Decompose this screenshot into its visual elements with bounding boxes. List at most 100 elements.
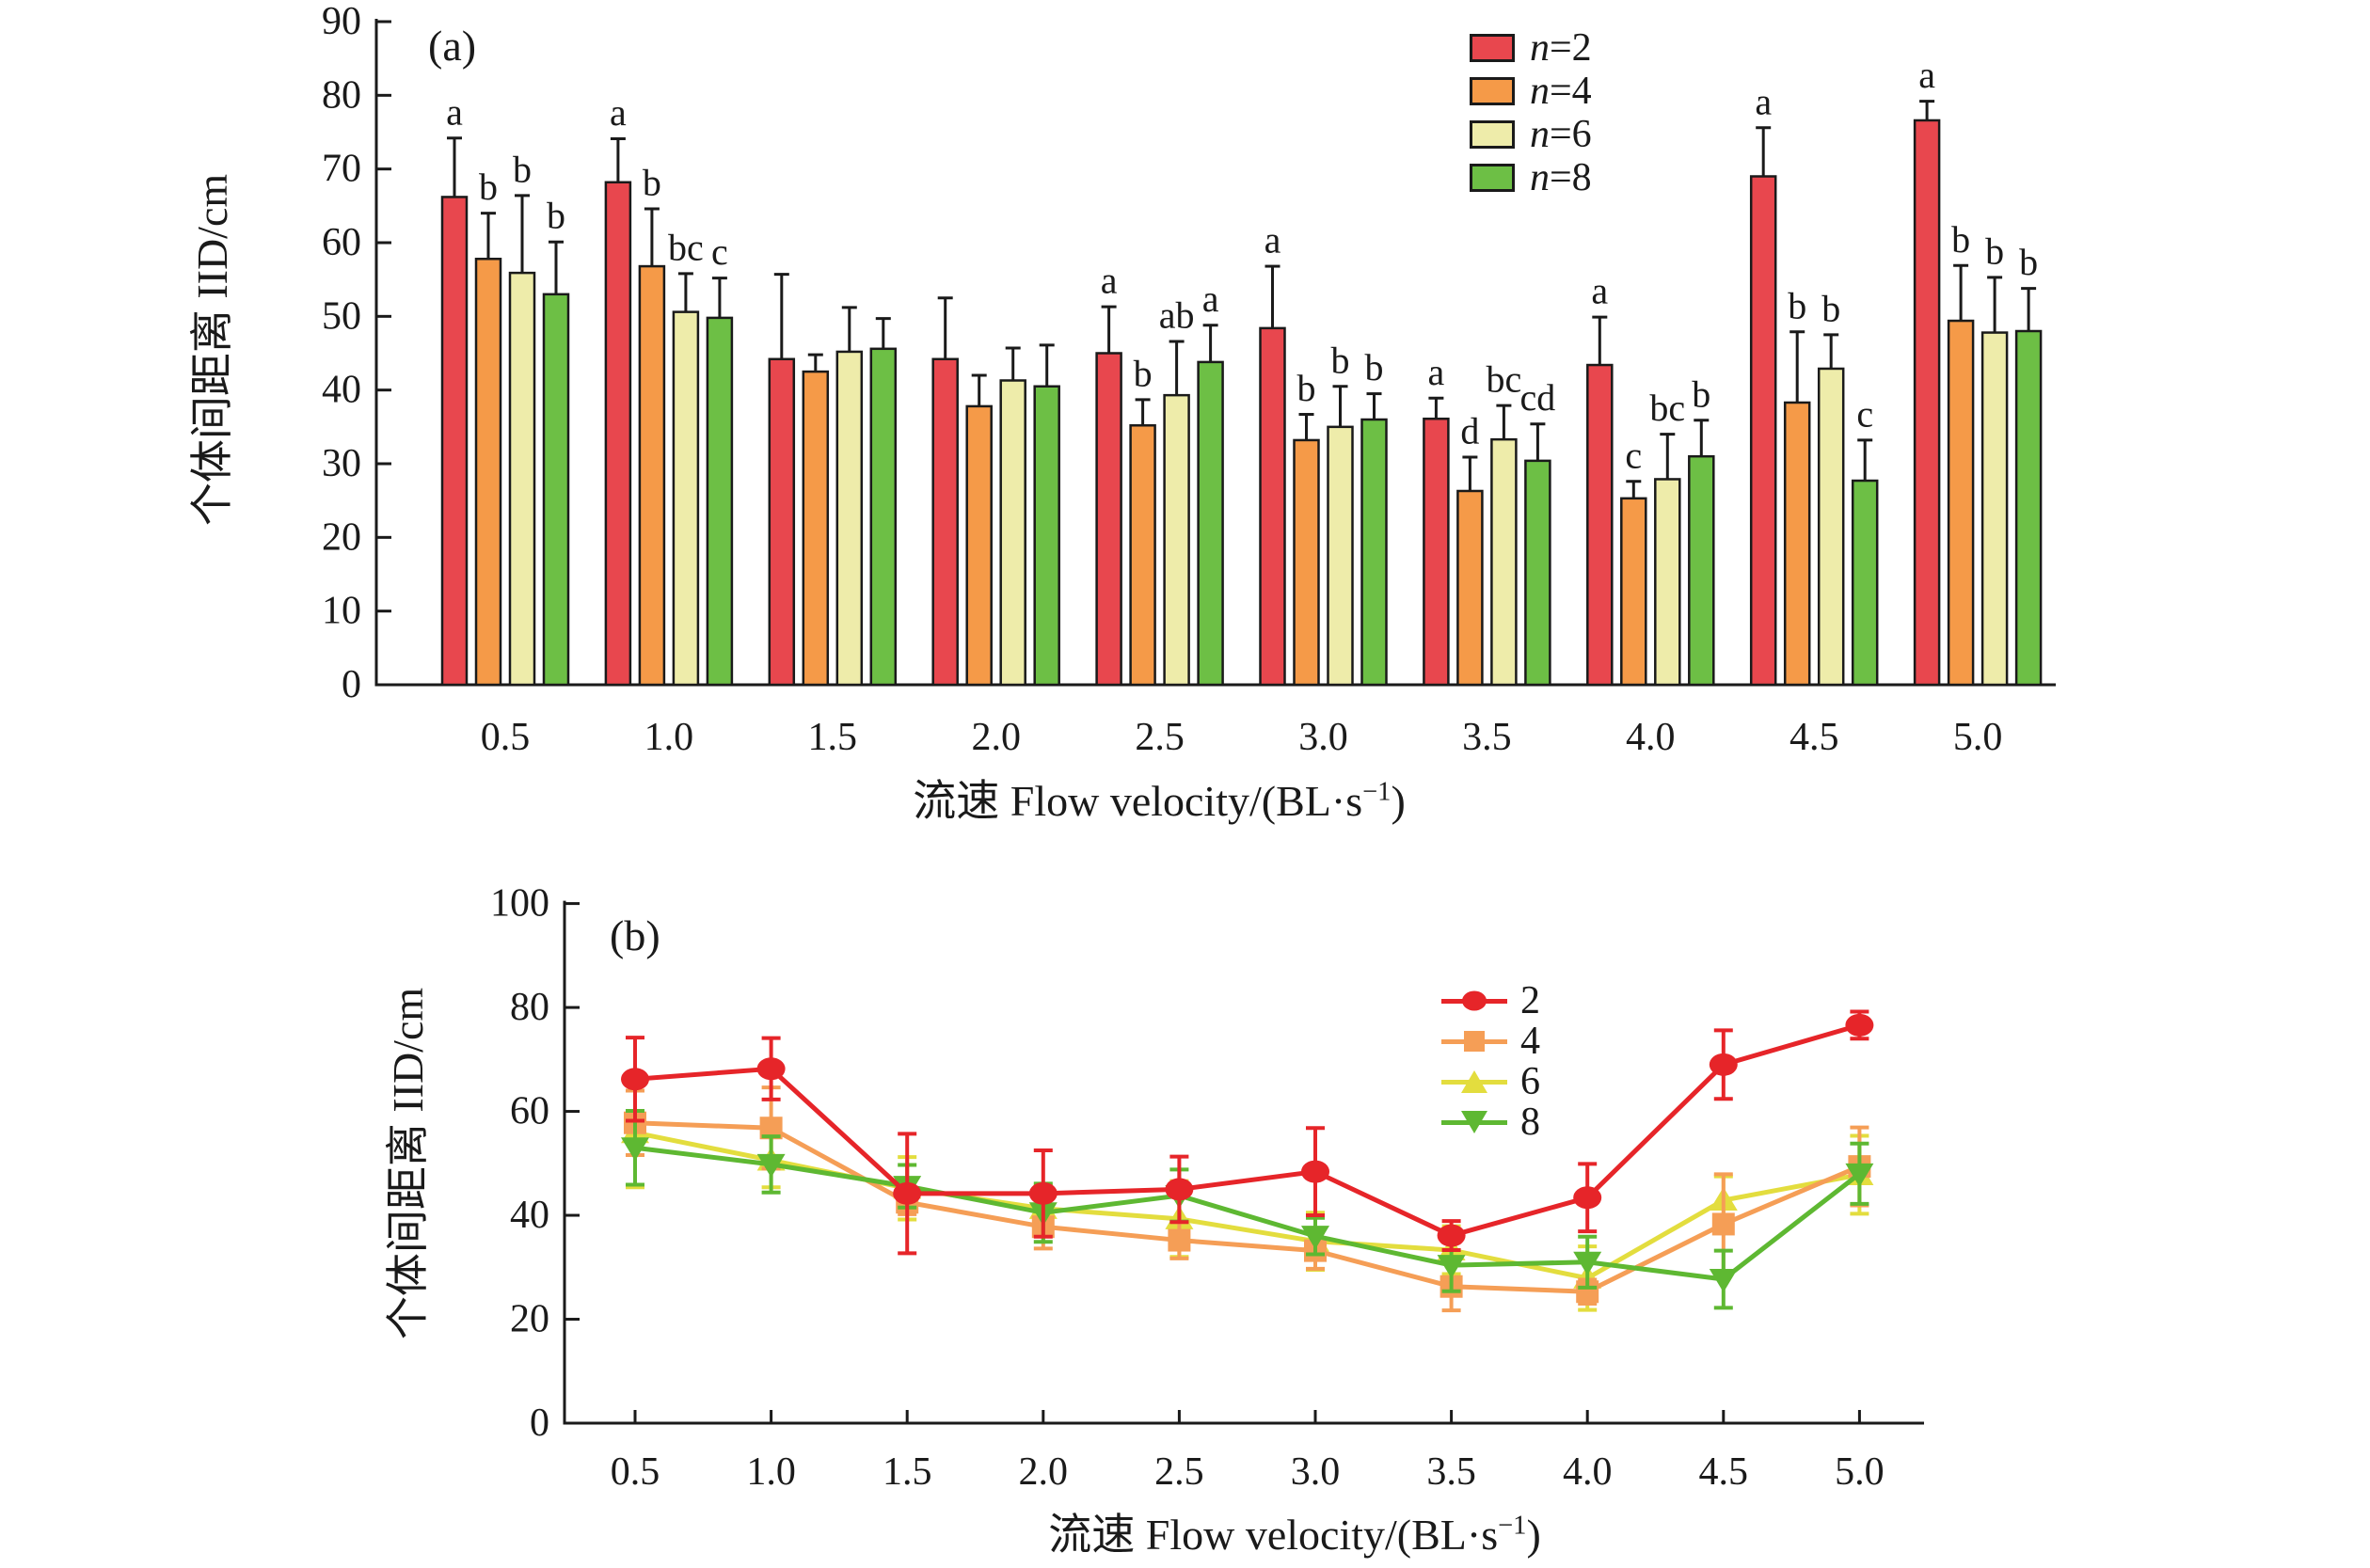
bar-n4-1.0 [638, 264, 666, 687]
panel-a-y-tick-label: 40 [322, 369, 361, 412]
significance-letter: b [2019, 241, 2038, 283]
legend-a-swatch-1 [1470, 34, 1515, 62]
bar-n8-1.0 [706, 316, 734, 687]
marker-circle-2 [1845, 1013, 1874, 1037]
panel-a-x-tick-label: 2.0 [971, 716, 1021, 759]
legend-a-item-3: n=6 [1470, 113, 1592, 156]
legend-a-item-4: n=8 [1470, 156, 1592, 199]
panel-b-y-tick-label: 20 [510, 1298, 549, 1341]
significance-letter: b [1821, 287, 1840, 329]
legend-marker-triangle-down [1461, 1110, 1487, 1133]
significance-letter: b [547, 195, 565, 237]
marker-square-4 [1168, 1228, 1191, 1252]
panel-a-y-axis-title: 个体间距离 IID/cm [188, 173, 236, 527]
significance-letter: b [1365, 346, 1384, 388]
panel-a-x-tick-label: 0.5 [481, 716, 531, 759]
panel-a-x-axis-title: 流速 Flow velocity/(BL·s−1) [913, 767, 1406, 829]
panel-a-x-tick-label: 1.5 [808, 716, 858, 759]
significance-letter: a [610, 91, 627, 134]
bar-n2-3.5 [1423, 417, 1450, 687]
panel-b-x-tick-label: 2.5 [1154, 1450, 1204, 1494]
panel-b-tag: (b) [610, 911, 660, 959]
marker-triangle-down-8 [1437, 1255, 1466, 1279]
legend-b-item-6: 6 [1441, 1061, 1540, 1101]
panel-a-x-tick-label: 4.0 [1626, 716, 1676, 759]
legend-b-swatch-2 [1441, 987, 1507, 1015]
bar-n8-1.5 [869, 347, 898, 687]
panel-a-x-tick-label: 2.5 [1135, 716, 1185, 759]
legend-b-label-8: 8 [1520, 1100, 1540, 1144]
legend-a-swatch-3 [1470, 120, 1515, 149]
bar-n4-5.0 [1947, 319, 1975, 687]
panel-a-y-tick-label: 70 [322, 148, 361, 191]
significance-letter: b [1692, 372, 1710, 415]
panel-b-x-title-text: 流速 Flow velocity/(BL·s [1048, 1511, 1499, 1559]
legend-a-item-2: n=4 [1470, 70, 1592, 113]
significance-letter: d [1460, 409, 1479, 451]
panel-a-x-tick-label: 5.0 [1953, 716, 2003, 759]
bar-n8-3.0 [1360, 418, 1388, 687]
panel-b-y-tick-label: 100 [490, 882, 549, 926]
legend-a-swatch-4 [1470, 164, 1515, 192]
marker-circle-2 [621, 1068, 649, 1091]
marker-circle-2 [893, 1181, 922, 1205]
significance-letter: a [1428, 351, 1445, 393]
significance-letter: b [479, 166, 498, 208]
legend-b-swatch-4 [1441, 1027, 1507, 1055]
significance-letter: a [1202, 277, 1219, 320]
bar-n2-3.0 [1259, 326, 1286, 687]
bar-n4-4.5 [1783, 401, 1811, 687]
panel-b-y-tick-label: 0 [530, 1402, 549, 1445]
bar-n4-4.0 [1620, 497, 1647, 687]
bar-n8-3.5 [1524, 459, 1551, 687]
significance-letter: a [1101, 260, 1118, 302]
legend-b-item-8: 8 [1441, 1101, 1540, 1142]
bar-n8-2.5 [1197, 360, 1224, 687]
panel-b-x-tick-label: 1.5 [883, 1450, 932, 1494]
panel-a-x-tick-label: 1.0 [644, 716, 694, 759]
panel-b-x-tick-label: 5.0 [1835, 1450, 1885, 1494]
panel-b-x-tick-label: 4.5 [1699, 1450, 1749, 1494]
significance-letter: ab [1159, 293, 1195, 336]
panel-b-y-tick-label: 80 [510, 986, 549, 1029]
panel-a-y-tick-label: 80 [322, 73, 361, 117]
significance-letter: b [1951, 218, 1970, 261]
panel-b-x-tick-label: 3.5 [1426, 1450, 1476, 1494]
panel-a-y-tick-label: 20 [322, 515, 361, 559]
marker-circle-2 [756, 1057, 786, 1081]
significance-letter: bc [668, 226, 704, 268]
marker-circle-2 [1573, 1186, 1602, 1210]
significance-letter: c [1856, 392, 1873, 435]
legend-a-label-4: n=8 [1530, 156, 1592, 199]
bar-n6-1.5 [835, 350, 864, 687]
panel-b-x-tick-label: 3.0 [1291, 1450, 1341, 1494]
significance-letter: bc [1649, 387, 1685, 429]
line-series-4 [634, 1120, 1861, 1294]
significance-letter: cd [1520, 376, 1556, 419]
legend-a-swatch-2 [1470, 77, 1515, 105]
marker-triangle-down-8 [1573, 1251, 1602, 1275]
legend-a-label-1: n=2 [1530, 26, 1592, 70]
panel-b-y-tick-label: 60 [510, 1090, 549, 1133]
bar-n8-2.0 [1033, 385, 1060, 687]
bar-n4-3.0 [1293, 438, 1320, 687]
bar-n4-3.5 [1456, 489, 1484, 687]
bar-n2-1.5 [768, 357, 796, 687]
marker-circle-2 [1165, 1178, 1194, 1201]
panel-a-legend: n=2 n=4 n=6 n=8 [1470, 26, 1592, 199]
significance-letter: b [1788, 284, 1806, 326]
bar-n4-2.0 [965, 404, 993, 687]
marker-triangle-down-8 [1301, 1226, 1329, 1250]
panel-a-x-title-sup: −1 [1362, 777, 1392, 807]
legend-b-item-4: 4 [1441, 1021, 1540, 1061]
panel-a-x-title-text: 流速 Flow velocity/(BL·s [913, 777, 1363, 825]
significance-letter: c [711, 230, 728, 273]
significance-letter: a [446, 90, 463, 133]
panel-a-y-tick-label: 30 [322, 442, 361, 485]
significance-letter: b [1297, 367, 1316, 409]
marker-triangle-down-8 [1845, 1163, 1874, 1187]
marker-circle-2 [1028, 1181, 1058, 1205]
